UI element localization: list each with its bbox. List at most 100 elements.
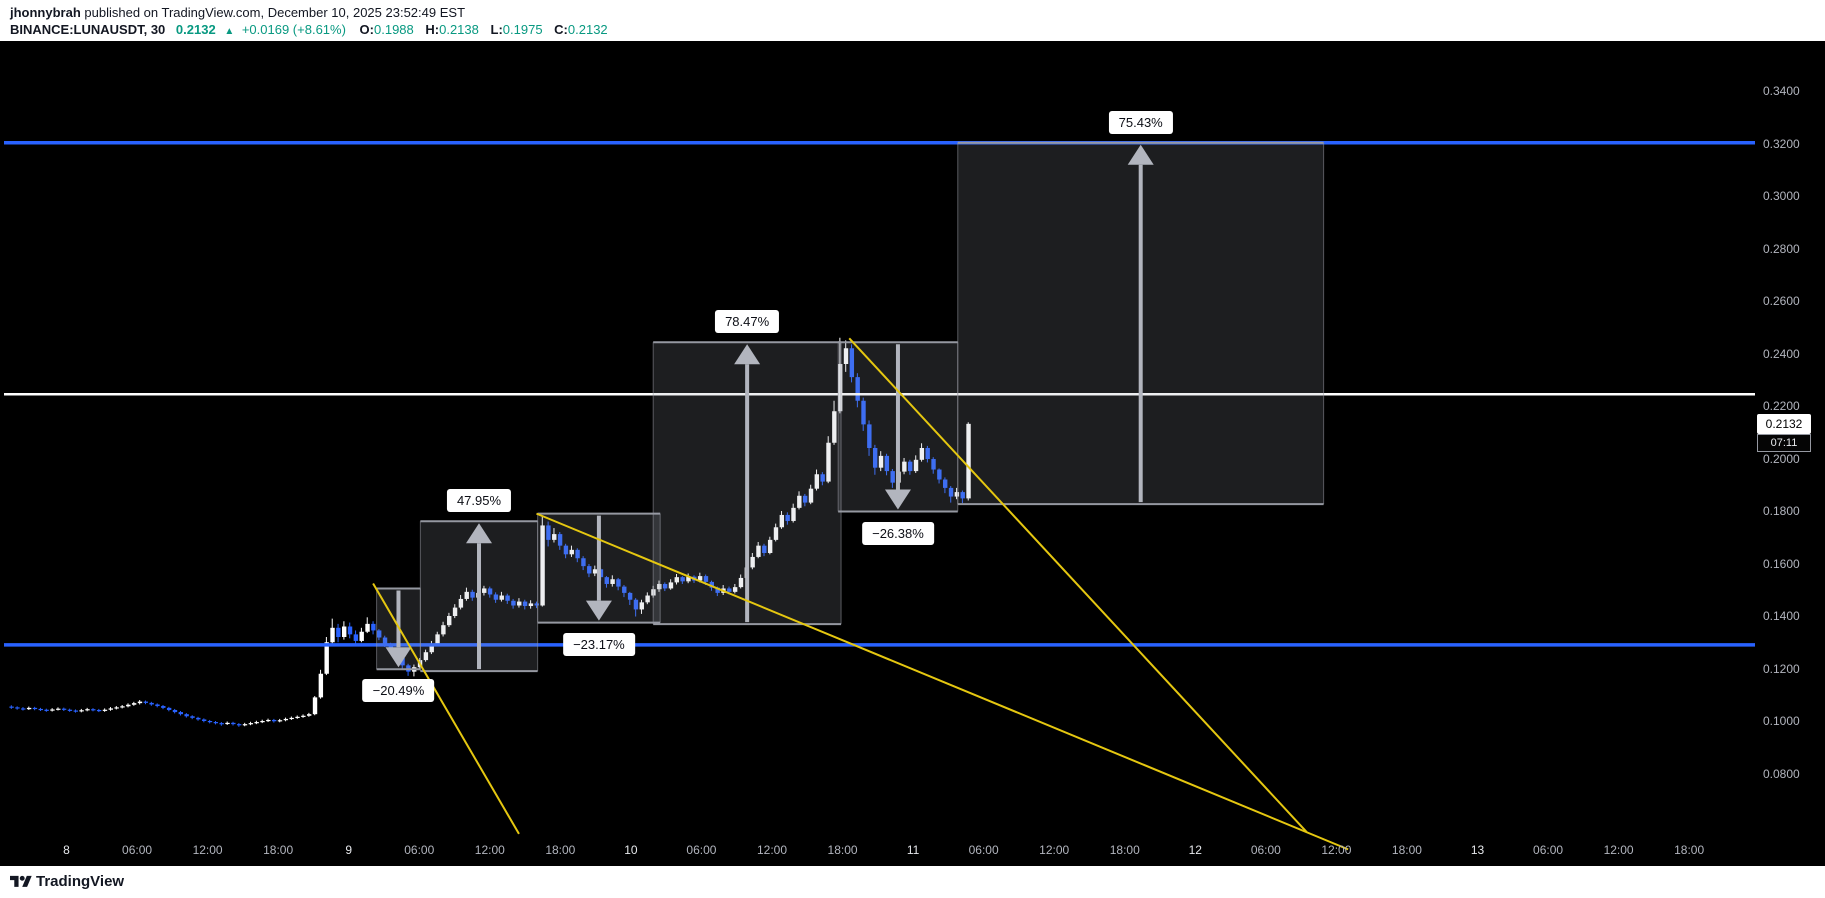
bar-countdown-label: 07:11 <box>1757 433 1811 452</box>
time-axis-day-label: 12 <box>1188 843 1202 857</box>
candle <box>575 549 580 559</box>
candles-layer <box>9 337 971 727</box>
time-axis-label: 12:00 <box>1321 843 1352 857</box>
time-axis-label: 18:00 <box>827 843 858 857</box>
candle <box>756 545 761 557</box>
candle <box>633 599 639 610</box>
price-range-label[interactable]: −23.17% <box>563 632 635 656</box>
candle <box>773 527 779 540</box>
candle <box>306 714 312 716</box>
candle <box>143 701 149 703</box>
candle <box>79 710 84 712</box>
candle <box>231 722 236 725</box>
trendline[interactable] <box>372 582 520 835</box>
time-axis-label: 12:00 <box>474 843 505 857</box>
candle <box>312 697 318 715</box>
candle <box>493 594 499 600</box>
candle <box>943 479 948 488</box>
candle <box>686 576 691 582</box>
time-axis-label: 06:00 <box>968 843 999 857</box>
candle <box>540 525 545 606</box>
candle <box>534 603 539 606</box>
time-axis-label: 18:00 <box>263 843 294 857</box>
high-label: H: <box>425 22 440 37</box>
trendline[interactable] <box>848 337 1308 833</box>
trendline[interactable] <box>536 512 1349 851</box>
candle <box>260 721 265 723</box>
candle <box>324 642 329 674</box>
time-axis-label: 06:00 <box>404 843 435 857</box>
candle <box>219 723 224 725</box>
candle <box>470 591 475 598</box>
candle <box>254 722 259 724</box>
price-range-label[interactable]: 75.43% <box>1108 110 1173 134</box>
candle <box>709 581 714 588</box>
candle <box>400 658 405 666</box>
time-axis-label: 18:00 <box>1109 843 1140 857</box>
candle <box>872 448 878 468</box>
candle <box>604 577 609 584</box>
candle <box>855 377 860 401</box>
candle <box>9 706 14 708</box>
candle <box>785 514 790 521</box>
tradingview-logo-icon[interactable] <box>10 873 32 891</box>
price-axis-label: 0.2200 <box>1763 399 1800 413</box>
candle <box>318 673 324 698</box>
price-axis-label: 0.2400 <box>1763 346 1800 361</box>
candle <box>913 459 919 472</box>
candle <box>878 455 884 468</box>
range-arrows-layer <box>385 144 1154 670</box>
candle <box>91 709 96 711</box>
candle <box>592 569 598 574</box>
price-range-label[interactable]: −20.49% <box>362 679 435 703</box>
price-range-label[interactable]: −26.38% <box>862 521 934 545</box>
candle <box>948 487 954 497</box>
candle <box>639 602 644 610</box>
price-range-label[interactable]: 47.95% <box>446 489 512 513</box>
candle <box>674 577 679 583</box>
candle <box>359 631 364 641</box>
candle <box>266 719 271 722</box>
candle <box>511 600 516 606</box>
candle <box>668 582 674 589</box>
candle <box>657 583 662 590</box>
price-axis-label: 0.1400 <box>1763 609 1800 623</box>
candle <box>207 721 213 723</box>
candle <box>925 448 930 460</box>
time-axis-day-label: 9 <box>345 843 353 857</box>
candle <box>890 471 895 483</box>
candle <box>902 461 907 472</box>
candle <box>441 625 446 635</box>
brand-name[interactable]: TradingView <box>36 873 125 890</box>
candle <box>791 507 796 521</box>
time-axis-day-label: 11 <box>906 843 920 857</box>
snapshot-header: jhonnybrah published on TradingView.com,… <box>0 0 1825 41</box>
candle <box>137 701 143 704</box>
symbol-line: BINANCE:LUNAUSDT, 30 0.2132 ▲ +0.0169 (+… <box>10 22 616 37</box>
open-value: 0.1988 <box>374 22 414 37</box>
price-axis-label: 0.3400 <box>1763 84 1800 98</box>
low-label: L: <box>490 22 503 37</box>
candle <box>67 709 73 711</box>
price-range-label[interactable]: 78.47% <box>715 310 780 334</box>
candle <box>569 549 574 555</box>
candle <box>184 714 189 717</box>
candle <box>802 495 808 503</box>
levels-layer <box>4 140 1755 647</box>
price-axis-label: 0.1000 <box>1763 714 1800 728</box>
footer: TradingView <box>0 866 1825 898</box>
candle <box>797 495 802 508</box>
up-triangle-icon: ▲ <box>224 26 235 37</box>
candle <box>102 709 108 711</box>
time-axis-label: 18:00 <box>1674 843 1705 857</box>
price-axis-label: 0.2000 <box>1763 451 1800 466</box>
candle <box>330 627 335 643</box>
candle <box>662 583 668 589</box>
high-value: 0.2138 <box>439 22 479 37</box>
candle <box>820 474 825 482</box>
candle <box>499 595 504 600</box>
candle <box>377 630 382 638</box>
candle <box>907 461 913 472</box>
